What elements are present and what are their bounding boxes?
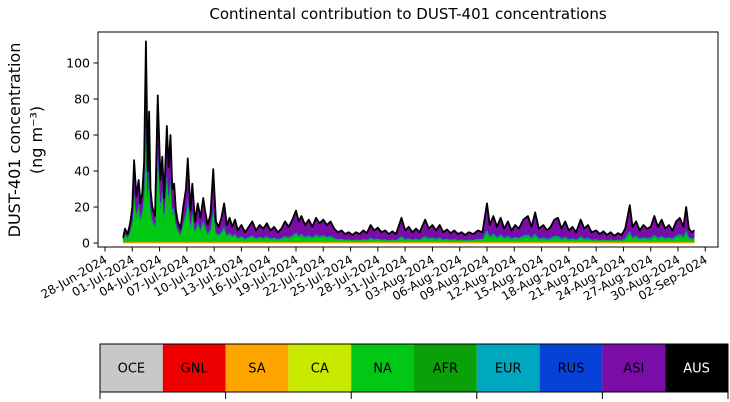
chart-title: Continental contribution to DUST-401 con…: [209, 5, 607, 23]
legend-border: [99, 343, 729, 393]
legend-label-ASI: ASI: [623, 362, 644, 377]
y-tick-label: 40: [74, 164, 90, 179]
area-ASI: [122, 41, 695, 241]
legend-swatch-ASI: [602, 344, 666, 392]
y-tick-label: 0: [82, 236, 90, 251]
y-axis-label-line1: DUST-401 concentration: [5, 42, 24, 238]
legend-swatch-SA: [225, 344, 289, 392]
legend-label-GNL: GNL: [181, 362, 209, 377]
legend-swatch-OCE: [100, 344, 163, 392]
legend-label-AUS: AUS: [683, 362, 710, 377]
legend-swatch-RUS: [539, 344, 603, 392]
plot-border: [97, 31, 719, 248]
legend-swatch-AUS: [665, 344, 728, 392]
area-AUS: [122, 41, 695, 238]
legend-swatch-AFR: [414, 344, 477, 392]
y-axis-label-line2: (ng m⁻³): [27, 105, 46, 175]
x-axis-ticks: 28-Jun-202401-Jul-202404-Jul-202407-Jul-…: [39, 247, 710, 303]
legend-swatch-CA: [288, 344, 352, 392]
legend-label-CA: CA: [311, 362, 329, 377]
y-tick-label: 100: [66, 55, 90, 70]
legend-label-SA: SA: [248, 362, 265, 377]
legend-label-NA: NA: [373, 362, 392, 377]
y-tick-label: 60: [74, 127, 90, 142]
legend-label-OCE: OCE: [118, 362, 146, 377]
legend-swatch-GNL: [162, 344, 226, 392]
stacked-areas: [122, 41, 695, 244]
y-tick-label: 80: [74, 91, 90, 106]
legend-label-AFR: AFR: [433, 362, 458, 377]
y-tick-label: 20: [74, 200, 90, 215]
y-axis-ticks: 0 20 40 60 80 100: [66, 55, 98, 251]
legend-swatch-EUR: [476, 344, 540, 392]
legend: OCE GNL SA CA NA AFR EUR RUS ASI AUS: [99, 343, 729, 399]
total-line: [122, 40, 695, 238]
legend-label-EUR: EUR: [495, 362, 522, 377]
legend-label-RUS: RUS: [558, 362, 585, 377]
legend-swatch-NA: [351, 344, 414, 392]
